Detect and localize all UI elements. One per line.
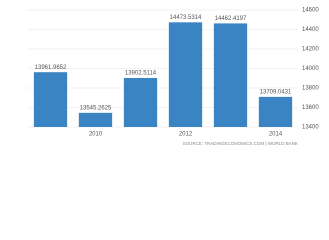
y-tick-label: 14000 xyxy=(302,66,319,72)
value-label: 14473.5314 xyxy=(170,15,202,21)
y-tick-label: 14600 xyxy=(302,8,319,14)
x-tick-label: 2010 xyxy=(89,132,103,138)
source: SOURCE: TRADINGECONOMICS.COM | WORLD BAN… xyxy=(183,141,298,146)
chart: SOURCE: TRADINGECONOMICS.COM | WORLD BAN… xyxy=(28,8,319,146)
bar xyxy=(123,78,158,127)
x-tick-label: 2012 xyxy=(179,132,193,138)
value-label: 13902.5114 xyxy=(125,71,157,77)
y-tick-label: 13400 xyxy=(302,125,319,131)
y-tick-label: 13600 xyxy=(302,105,319,111)
value-label: 13545.2625 xyxy=(80,105,112,111)
bar xyxy=(168,22,203,127)
bar xyxy=(33,72,68,127)
y-tick-label: 13800 xyxy=(302,86,319,92)
bar xyxy=(258,96,293,127)
value-label: 14462.4197 xyxy=(215,16,247,22)
bar xyxy=(213,23,248,128)
y-tick-label: 14400 xyxy=(302,27,319,33)
y-tick-label: 14200 xyxy=(302,47,319,53)
x-tick-label: 2014 xyxy=(269,132,283,138)
bar xyxy=(78,112,113,127)
value-label: 13961.9652 xyxy=(35,65,67,71)
value-label: 13709.0431 xyxy=(260,89,292,95)
